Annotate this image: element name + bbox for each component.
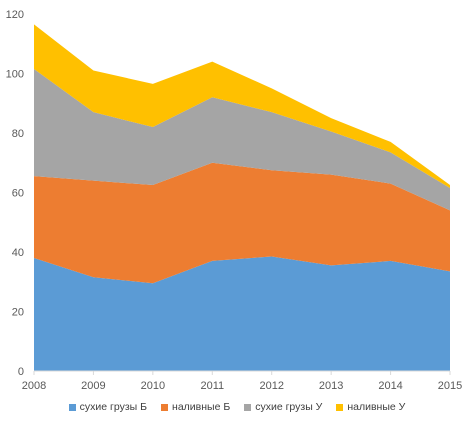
y-tick-label: 20 (12, 307, 24, 319)
legend-label: сухие грузы У (255, 401, 323, 413)
legend: сухие грузы Б наливные Б сухие грузы У н… (0, 401, 474, 413)
area-series-4 (34, 24, 450, 189)
legend-swatch (336, 403, 344, 411)
y-tick-label: 40 (12, 247, 24, 259)
legend-label: наливные Б (172, 401, 231, 413)
x-tick-label: 2011 (200, 380, 224, 392)
legend-swatch (68, 403, 76, 411)
legend-swatch (161, 403, 169, 411)
y-tick-label: 80 (12, 128, 24, 140)
x-tick-label: 2010 (141, 380, 165, 392)
y-tick-label: 60 (12, 188, 24, 200)
area-series-3 (34, 69, 450, 211)
legend-item-series-1: сухие грузы Б (68, 401, 148, 413)
x-tick-label: 2008 (22, 380, 46, 392)
x-axis: 2008 2009 2010 2011 2012 2013 2014 2015 (22, 370, 462, 392)
y-tick-label: 120 (6, 9, 24, 21)
legend-item-series-2: наливные Б (161, 401, 230, 413)
plot-areas (34, 24, 450, 371)
x-tick-label: 2014 (378, 380, 402, 392)
y-axis: 0 20 40 60 80 100 120 (6, 9, 24, 378)
y-tick-label: 100 (6, 69, 24, 81)
x-tick-label: 2013 (319, 380, 343, 392)
x-tick-label: 2009 (81, 380, 105, 392)
legend-swatch (244, 403, 252, 411)
legend-item-series-4: наливные У (336, 401, 405, 413)
legend-label: сухие грузы Б (79, 401, 148, 413)
x-tick-label: 2015 (438, 380, 462, 392)
y-tick-label: 0 (18, 366, 24, 378)
legend-item-series-3: сухие грузы У (244, 401, 322, 413)
legend-label: наливные У (347, 401, 406, 413)
x-tick-label: 2012 (259, 380, 283, 392)
area-series-1 (34, 256, 450, 371)
area-series-2 (34, 162, 450, 284)
